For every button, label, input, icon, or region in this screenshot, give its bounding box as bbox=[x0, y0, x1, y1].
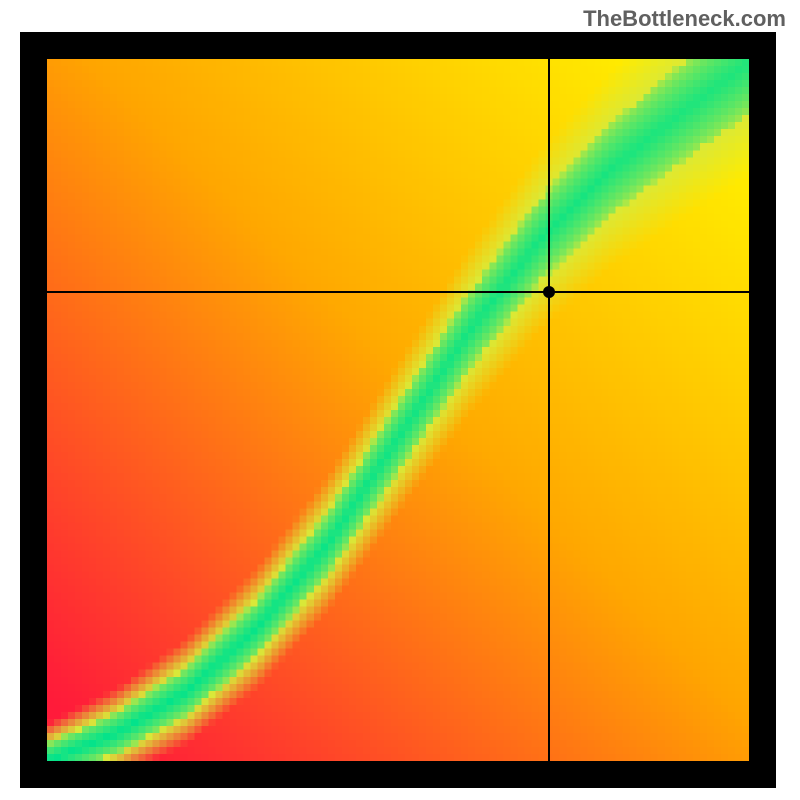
selection-marker[interactable] bbox=[543, 286, 555, 298]
plot-area bbox=[47, 59, 749, 761]
chart-frame bbox=[20, 32, 776, 788]
bottleneck-heatmap bbox=[47, 59, 749, 761]
attribution-text: TheBottleneck.com bbox=[583, 6, 786, 32]
crosshair-horizontal bbox=[47, 291, 749, 293]
crosshair-vertical bbox=[548, 59, 550, 761]
